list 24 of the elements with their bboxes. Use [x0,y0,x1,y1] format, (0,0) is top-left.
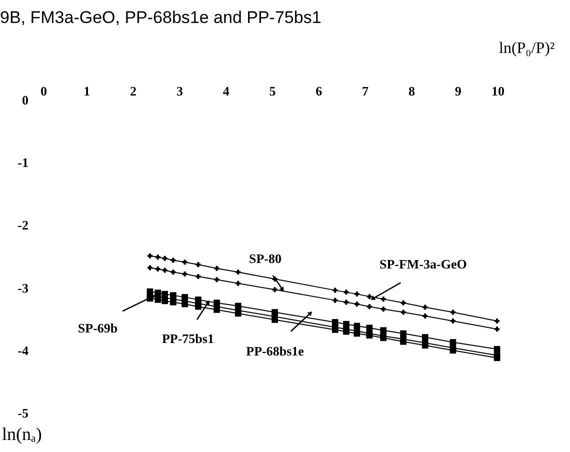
x-tick-label: 0 [40,84,47,98]
chart-title: 9B, FM3a-GeO, PP-68bs1e and PP-75bs1 [0,8,322,27]
annotation: SP-80 [248,251,282,266]
x-tick-label: 9 [454,84,462,98]
x-tick-label: 6 [316,84,323,98]
y-tick-label: -5 [18,406,29,420]
y-tick-label: -3 [18,280,29,296]
x-tick-label: 4 [222,84,230,98]
x-tick-label: 5 [269,84,276,98]
x-tick-label: 8 [408,84,416,98]
x-tick-label: 7 [362,84,370,98]
y-tick-label: -4 [18,342,29,358]
y-tick-label: -2 [18,218,28,233]
x-tick-label: 3 [176,84,184,98]
y-tick-label: -1 [18,155,28,170]
annotation: SP-FM-3a-GeO [379,256,467,272]
x-tick-label: 1 [84,84,90,98]
x-tick-label: 2 [130,84,137,98]
y-axis-title: ln(nₐ) [2,424,42,444]
x-tick-label: 10 [492,84,504,98]
x-axis-title: ln(P₀/P)² [499,40,555,57]
annotation: SP-69b [78,320,118,336]
annotation: PP-68bs1e [246,343,304,358]
annotation: PP-75bs1 [162,330,214,346]
